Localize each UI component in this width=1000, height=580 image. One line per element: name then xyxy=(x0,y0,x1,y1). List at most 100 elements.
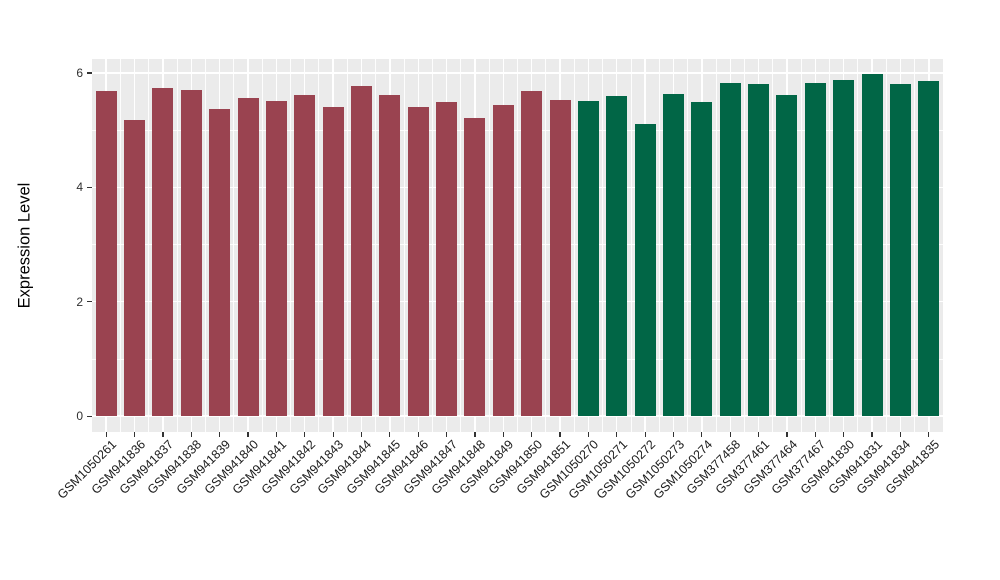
x-axis-tick xyxy=(502,432,504,437)
minor-gridline-x xyxy=(630,59,632,432)
bar xyxy=(861,74,883,416)
y-axis-tick xyxy=(87,301,92,303)
x-axis-tick xyxy=(559,432,561,437)
minor-gridline-x xyxy=(375,59,377,432)
x-axis-tick xyxy=(616,432,618,437)
x-axis-tick xyxy=(729,432,731,437)
minor-gridline-x xyxy=(914,59,916,432)
x-axis-tick xyxy=(247,432,249,437)
minor-gridline-x xyxy=(318,59,320,432)
bar xyxy=(95,90,117,416)
bar xyxy=(436,102,458,416)
minor-gridline-x xyxy=(772,59,774,432)
bar xyxy=(889,84,911,416)
x-axis-tick xyxy=(758,432,760,437)
major-gridline-y xyxy=(92,186,943,189)
minor-gridline-x xyxy=(687,59,689,432)
major-gridline-y xyxy=(92,415,943,417)
y-axis-title-text: Expression Level xyxy=(15,182,34,309)
bar xyxy=(237,98,259,416)
bar xyxy=(379,95,401,416)
bar xyxy=(294,94,316,416)
bar xyxy=(464,117,486,416)
y-axis-title: Expression Level xyxy=(2,59,48,432)
x-axis-tick xyxy=(133,432,136,437)
x-axis-tick xyxy=(928,432,930,437)
minor-gridline-x xyxy=(857,59,859,432)
minor-gridline-x xyxy=(148,59,150,432)
bar xyxy=(152,87,174,416)
x-axis-tick xyxy=(275,432,277,437)
x-axis-tick xyxy=(531,432,533,437)
minor-gridline-x xyxy=(403,59,405,432)
y-tick-label: 4 xyxy=(76,180,83,195)
bar xyxy=(606,96,628,416)
bar xyxy=(663,94,685,416)
minor-gridline-x xyxy=(346,59,348,432)
x-axis-tick xyxy=(644,432,646,437)
x-axis-tick xyxy=(814,432,816,437)
minor-gridline-x xyxy=(573,59,575,432)
x-axis-tick xyxy=(474,432,476,437)
bar xyxy=(322,107,344,416)
minor-gridline-x xyxy=(488,59,490,432)
minor-gridline-x xyxy=(119,59,121,432)
bar xyxy=(776,94,798,416)
bar xyxy=(748,84,770,416)
x-axis-tick xyxy=(871,432,873,437)
bar xyxy=(719,83,741,416)
bar xyxy=(521,91,543,416)
minor-gridline-x xyxy=(233,59,235,432)
plot-panel xyxy=(92,59,943,432)
y-tick-label: 6 xyxy=(76,65,83,80)
x-axis-tick xyxy=(332,432,334,437)
x-axis-tick xyxy=(786,432,788,437)
x-axis-tick xyxy=(701,432,703,437)
bar xyxy=(833,79,855,416)
bar xyxy=(918,80,940,416)
x-axis-tick xyxy=(304,432,306,437)
y-tick-label: 2 xyxy=(76,294,83,309)
x-axis-tick xyxy=(162,432,164,437)
minor-gridline-x xyxy=(800,59,802,432)
minor-gridline-x xyxy=(431,59,433,432)
minor-gridline-x xyxy=(885,59,887,432)
x-axis-tick xyxy=(672,432,675,437)
bar xyxy=(577,100,599,416)
bar xyxy=(634,124,656,416)
x-axis-tick xyxy=(389,432,391,437)
minor-gridline-x xyxy=(545,59,547,432)
x-axis-tick xyxy=(360,432,363,437)
minor-gridline-x xyxy=(715,59,717,432)
bar xyxy=(549,99,571,416)
minor-gridline-x xyxy=(205,59,206,432)
x-axis-tick xyxy=(587,432,589,437)
bar xyxy=(407,107,429,416)
x-axis-tick xyxy=(843,432,845,437)
bar xyxy=(691,101,713,416)
x-axis-tick xyxy=(219,432,221,437)
bar xyxy=(209,108,231,416)
minor-gridline-x xyxy=(460,59,462,432)
minor-gridline-x xyxy=(261,59,263,432)
major-gridline-y xyxy=(92,72,943,74)
y-axis-tick xyxy=(87,186,92,188)
x-axis-tick xyxy=(190,432,192,437)
major-gridline-y xyxy=(92,300,943,303)
bar xyxy=(265,100,287,416)
bar xyxy=(350,85,372,416)
minor-gridline-x xyxy=(658,59,660,432)
bar xyxy=(124,119,146,416)
minor-gridline-x xyxy=(829,59,830,432)
x-axis-tick xyxy=(105,432,107,437)
minor-gridline-x xyxy=(290,59,291,432)
y-axis-tick xyxy=(87,415,92,417)
bar xyxy=(180,90,202,416)
bar xyxy=(804,82,826,416)
minor-gridline-x xyxy=(743,59,745,432)
minor-gridline-x xyxy=(517,59,518,432)
x-axis-tick xyxy=(445,432,448,437)
x-axis-tick xyxy=(899,432,902,437)
x-axis-tick xyxy=(417,432,419,437)
